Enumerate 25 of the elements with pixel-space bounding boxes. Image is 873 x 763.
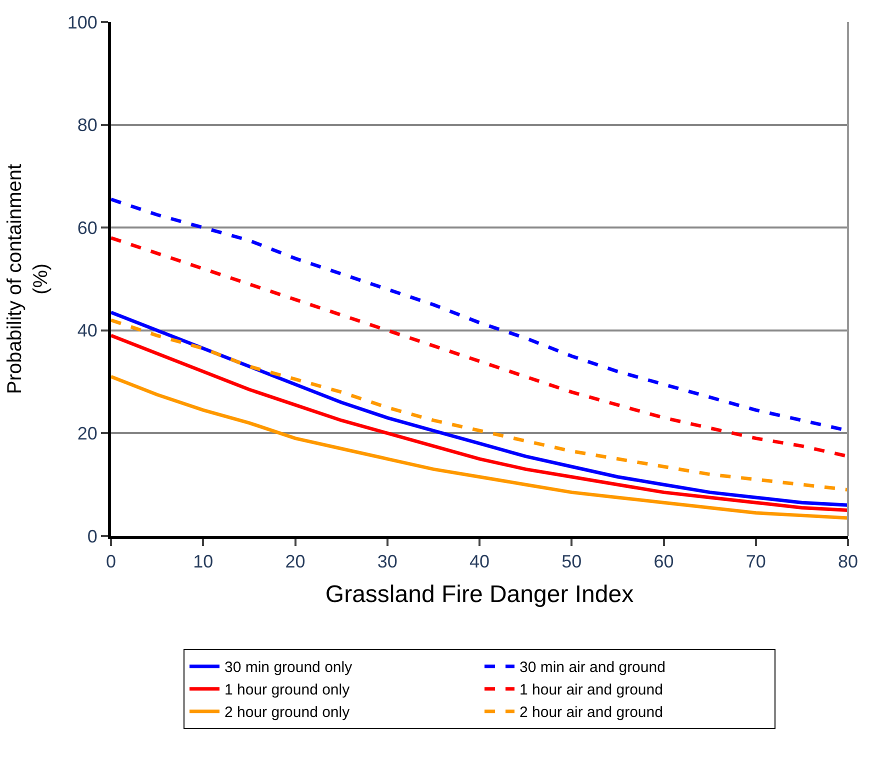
y-tick-label: 100 (67, 12, 98, 32)
y-tick-label: 40 (77, 320, 98, 341)
line-series (111, 374, 848, 520)
x-tick-label: 70 (746, 552, 766, 572)
x-axis-title: Grassland Fire Danger Index (325, 580, 634, 608)
x-tick-label: 80 (838, 552, 858, 572)
x-tick-label: 20 (285, 552, 306, 572)
y-tick-label: 60 (77, 218, 98, 238)
legend-label: 1 hour ground only (224, 682, 350, 699)
x-tick-label: 30 (377, 552, 398, 572)
x-tick-label: 50 (562, 552, 582, 572)
y-tick-label: 0 (87, 526, 98, 546)
legend-label: 30 min ground only (224, 659, 353, 676)
legend-label: 2 hour air and ground (520, 704, 663, 722)
x-tick-label: 10 (193, 552, 214, 572)
legend-label: 2 hour ground only (224, 704, 350, 722)
x-tick-label: 60 (654, 552, 674, 572)
y-tick-label: 20 (77, 424, 98, 444)
legend-label: 1 hour air and ground (520, 682, 663, 699)
y-tick-label: 80 (77, 115, 98, 136)
line-series (111, 236, 848, 458)
legend-label: 30 min air and ground (520, 659, 666, 676)
x-tick-label: 0 (106, 552, 116, 572)
y-axis-title: Probability of containment (%) (4, 164, 52, 394)
x-tick-label: 40 (469, 552, 490, 572)
